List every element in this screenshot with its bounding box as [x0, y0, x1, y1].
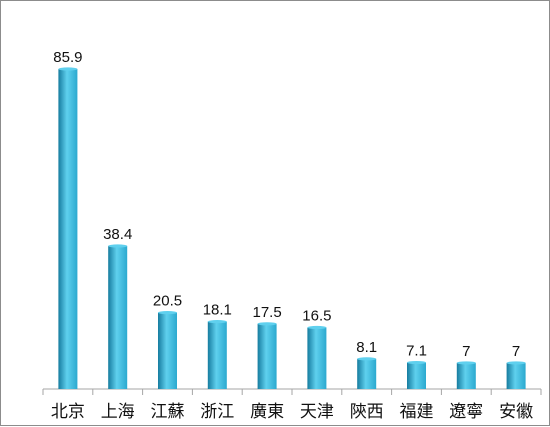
bar-top-cap — [456, 361, 476, 365]
value-label: 17.5 — [252, 304, 281, 321]
bar-上海 — [108, 245, 128, 389]
value-label: 38.4 — [103, 226, 132, 243]
bar-江蘇 — [158, 312, 177, 389]
category-label: 廣東 — [250, 402, 284, 422]
value-label: 18.1 — [203, 302, 232, 319]
bar-top-cap — [158, 311, 177, 315]
value-label: 16.5 — [302, 308, 331, 325]
bar-top-cap — [108, 244, 128, 248]
bar-廣東 — [257, 323, 277, 389]
bar-福建 — [407, 362, 426, 389]
category-label: 浙江 — [200, 402, 234, 422]
bar-北京 — [58, 69, 78, 389]
bar-天津 — [307, 327, 327, 389]
bar-top-cap — [207, 319, 227, 324]
value-label: 7 — [462, 343, 470, 360]
category-label: 北京 — [51, 402, 85, 422]
category-label: 安徽 — [499, 402, 533, 422]
category-label: 上海 — [101, 402, 135, 422]
value-label: 7.1 — [406, 343, 427, 360]
bar-top-cap — [257, 322, 277, 326]
bar-top-cap — [58, 67, 78, 71]
bar-top-cap — [357, 357, 377, 361]
value-label: 85.9 — [53, 49, 82, 66]
category-label: 福建 — [400, 402, 434, 422]
category-label: 天津 — [300, 402, 334, 422]
bar-陝西 — [357, 358, 377, 389]
bar-top-cap — [407, 360, 426, 365]
category-label: 陝西 — [350, 402, 384, 422]
category-label: 江蘇 — [151, 402, 185, 422]
bar-浙江 — [207, 321, 227, 389]
bar-安徽 — [506, 362, 526, 389]
value-label: 7 — [512, 343, 520, 360]
value-label: 20.5 — [153, 293, 182, 310]
category-label: 遼寧 — [449, 402, 483, 422]
bar-遼寧 — [456, 362, 476, 389]
bar-top-cap — [506, 361, 526, 365]
bar-top-cap — [307, 325, 327, 330]
value-label: 8.1 — [356, 339, 377, 356]
